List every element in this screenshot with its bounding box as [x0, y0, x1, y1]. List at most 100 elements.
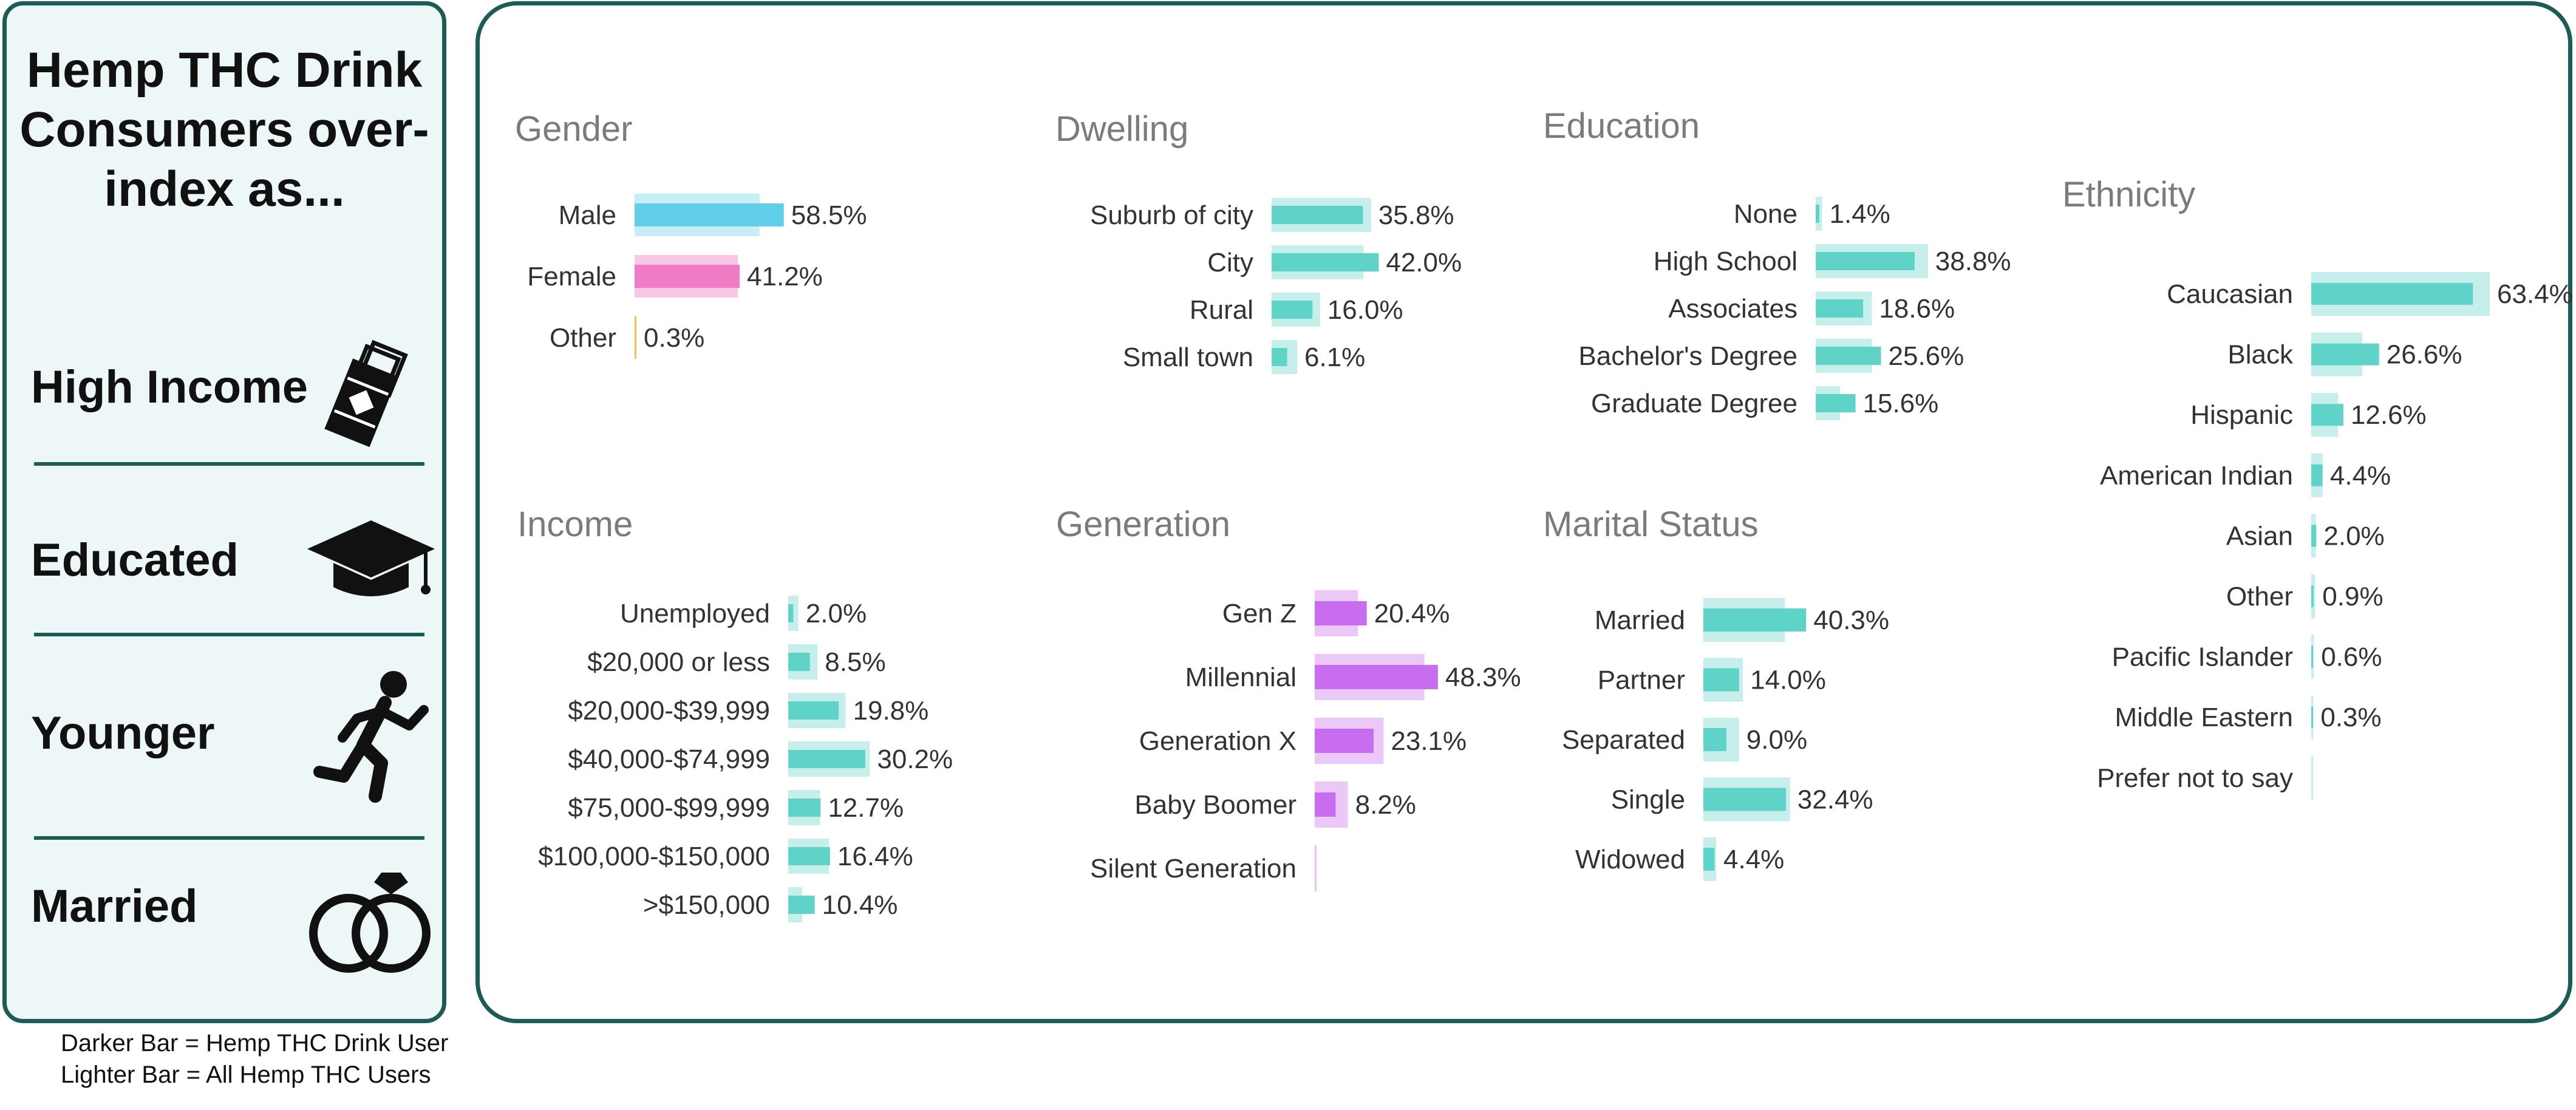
marital-status-category-label: Single — [1611, 785, 1685, 815]
marital-status-category-label: Partner — [1598, 666, 1685, 695]
income-category-label: $75,000-$99,999 — [568, 793, 770, 823]
generation-bar-drink-users — [1315, 665, 1438, 689]
dwelling-bar-drink-users — [1272, 348, 1287, 366]
education-value-label: 38.8% — [1935, 247, 2011, 276]
income-value-label: 2.0% — [806, 599, 867, 628]
education-category-label: Graduate Degree — [1591, 389, 1797, 418]
education-bar-drink-users — [1816, 394, 1856, 412]
ethnicity-value-label: 12.6% — [2351, 400, 2427, 430]
dwelling-category-label: Small town — [1123, 342, 1253, 372]
ethnicity-value-label: 2.0% — [2323, 521, 2384, 551]
gender-category-label: Other — [550, 323, 616, 353]
income-category-label: Unemployed — [620, 599, 770, 628]
ethnicity-category-label: Prefer not to say — [2097, 763, 2293, 793]
generation-bar-all-users — [1315, 845, 1317, 891]
gender-value-label: 41.2% — [747, 262, 823, 291]
marital-status-chart-title: Marital Status — [1543, 505, 1759, 544]
ethnicity-bar-drink-users — [2311, 343, 2379, 366]
money-icon — [322, 333, 414, 457]
legend-note-light: Lighter Bar = All Hemp THC Users — [61, 1061, 431, 1088]
education-bar-drink-users — [1816, 205, 1819, 223]
marital-status-category-label: Married — [1595, 605, 1685, 635]
marital-status-bar-drink-users — [1703, 848, 1715, 871]
ethnicity-value-label: 63.4% — [2497, 279, 2573, 309]
ethnicity-value-label: 0.6% — [2321, 642, 2382, 672]
education-bar-drink-users — [1816, 252, 1915, 270]
income-value-label: 16.4% — [837, 842, 913, 871]
dwelling-value-label: 16.0% — [1327, 295, 1403, 325]
ethnicity-category-label: Hispanic — [2190, 400, 2293, 430]
generation-value-label: 23.1% — [1391, 726, 1467, 756]
education-value-label: 1.4% — [1830, 199, 1890, 229]
dwelling-chart-title: Dwelling — [1055, 109, 1188, 149]
generation-bar-drink-users — [1315, 601, 1367, 625]
education-value-label: 15.6% — [1863, 389, 1939, 418]
marital-status-value-label: 14.0% — [1750, 666, 1826, 695]
generation-value-label: 8.2% — [1355, 790, 1416, 820]
gender-value-label: 58.5% — [791, 200, 867, 230]
generation-category-label: Generation X — [1139, 726, 1297, 756]
legend-note-dark: Darker Bar = Hemp THC Drink User — [61, 1030, 449, 1057]
income-category-label: $40,000-$74,999 — [568, 744, 770, 774]
education-category-label: High School — [1654, 247, 1797, 276]
trait-divider — [34, 633, 424, 636]
trait-label-younger: Younger — [31, 707, 215, 759]
ethnicity-category-label: Middle Eastern — [2115, 703, 2293, 732]
education-category-label: Associates — [1668, 294, 1797, 324]
gender-bar-drink-users — [635, 203, 784, 226]
dwelling-category-label: Rural — [1190, 295, 1253, 325]
dwelling-bar-drink-users — [1272, 206, 1363, 224]
income-category-label: $20,000 or less — [587, 647, 770, 677]
trait-label-married: Married — [31, 880, 198, 932]
generation-value-label: 20.4% — [1374, 599, 1450, 628]
ethnicity-bar-drink-users — [2311, 706, 2313, 729]
income-chart-title: Income — [517, 505, 633, 544]
ethnicity-bar-drink-users — [2311, 645, 2313, 668]
income-bar-drink-users — [788, 896, 815, 914]
income-value-label: 8.5% — [825, 647, 885, 677]
marital-status-category-label: Separated — [1562, 725, 1685, 755]
education-category-label: None — [1734, 199, 1797, 229]
trait-divider — [34, 462, 424, 466]
trait-label-high-income: High Income — [31, 361, 308, 413]
ethnicity-value-label: 26.6% — [2387, 340, 2462, 370]
ethnicity-value-label: 0.9% — [2322, 582, 2383, 611]
dwelling-bar-drink-users — [1272, 253, 1379, 271]
generation-category-label: Silent Generation — [1090, 854, 1297, 884]
education-bar-drink-users — [1816, 299, 1864, 318]
sidebar-panel: Hemp THC Drink Consumers over-index as..… — [2, 1, 446, 1023]
ethnicity-bar-drink-users — [2311, 525, 2317, 547]
marital-status-bar-drink-users — [1703, 668, 1739, 692]
trait-divider — [34, 836, 424, 840]
marital-status-category-label: Widowed — [1575, 845, 1685, 874]
marital-status-bar-drink-users — [1703, 728, 1726, 751]
marital-status-bar-drink-users — [1703, 608, 1807, 632]
income-category-label: >$150,000 — [643, 890, 770, 920]
income-bar-drink-users — [788, 798, 821, 817]
income-bar-drink-users — [788, 604, 794, 622]
generation-value-label: 48.3% — [1445, 662, 1521, 692]
income-bar-drink-users — [788, 750, 865, 768]
generation-category-label: Millennial — [1185, 662, 1297, 692]
gender-category-label: Male — [559, 200, 616, 230]
running-person-icon — [313, 667, 435, 806]
income-value-label: 12.7% — [828, 793, 904, 823]
income-bar-drink-users — [788, 701, 839, 720]
generation-bar-drink-users — [1315, 792, 1336, 817]
education-value-label: 18.6% — [1879, 294, 1955, 324]
income-value-label: 10.4% — [822, 890, 898, 920]
income-value-label: 19.8% — [853, 696, 929, 726]
generation-category-label: Gen Z — [1222, 599, 1297, 628]
ethnicity-bar-all-users — [2311, 755, 2313, 800]
marital-status-value-label: 4.4% — [1723, 845, 1784, 874]
ethnicity-chart-title: Ethnicity — [2062, 175, 2195, 214]
education-category-label: Bachelor's Degree — [1578, 341, 1797, 371]
income-category-label: $100,000-$150,000 — [538, 842, 770, 871]
dwelling-value-label: 6.1% — [1304, 342, 1365, 372]
dwelling-value-label: 35.8% — [1378, 200, 1454, 230]
ethnicity-value-label: 4.4% — [2330, 461, 2391, 491]
ethnicity-category-label: Black — [2227, 340, 2294, 370]
dwelling-category-label: City — [1207, 248, 1253, 278]
education-bar-drink-users — [1816, 347, 1881, 365]
education-value-label: 25.6% — [1889, 341, 1964, 371]
